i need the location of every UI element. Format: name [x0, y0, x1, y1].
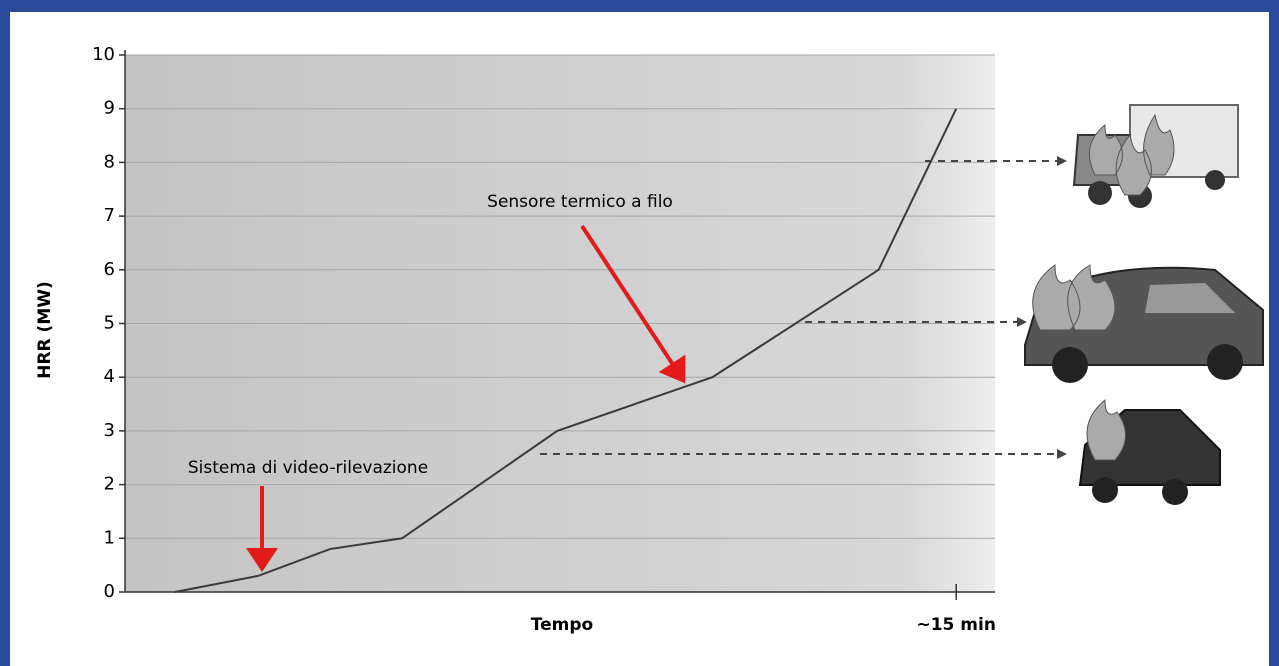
y-tick-label: 4	[104, 366, 115, 387]
x-tick-label: ~15 min	[916, 615, 995, 635]
annotation: Sensore termico a filo	[487, 192, 673, 212]
annotation: Sistema di video-rilevazione	[188, 458, 428, 478]
x-axis-label: Tempo	[531, 615, 593, 635]
page: {"chart_data": {"type": "line", "xlabel"…	[0, 0, 1279, 666]
y-tick-label: 1	[104, 527, 115, 548]
truck-icon	[1074, 105, 1238, 208]
y-tick-label: 8	[104, 151, 115, 172]
van-icon	[1025, 265, 1263, 383]
y-tick-label: 5	[104, 313, 115, 334]
y-axis-label: HRR (MW)	[35, 281, 55, 379]
y-tick-label: 10	[92, 44, 115, 65]
car-icon	[1080, 400, 1220, 505]
y-tick-label: 3	[104, 420, 115, 441]
chart: 0 1 2 3 4 5 6 7 8 9 10 HRR (MW) Tempo Sensore term…	[0, 0, 1279, 666]
y-tick-label: 0	[104, 581, 115, 602]
y-tick-label: 2	[104, 474, 115, 495]
y-tick-label: 6	[104, 259, 115, 280]
y-tick-label: 7	[104, 205, 115, 226]
y-tick-label: 9	[104, 98, 115, 119]
